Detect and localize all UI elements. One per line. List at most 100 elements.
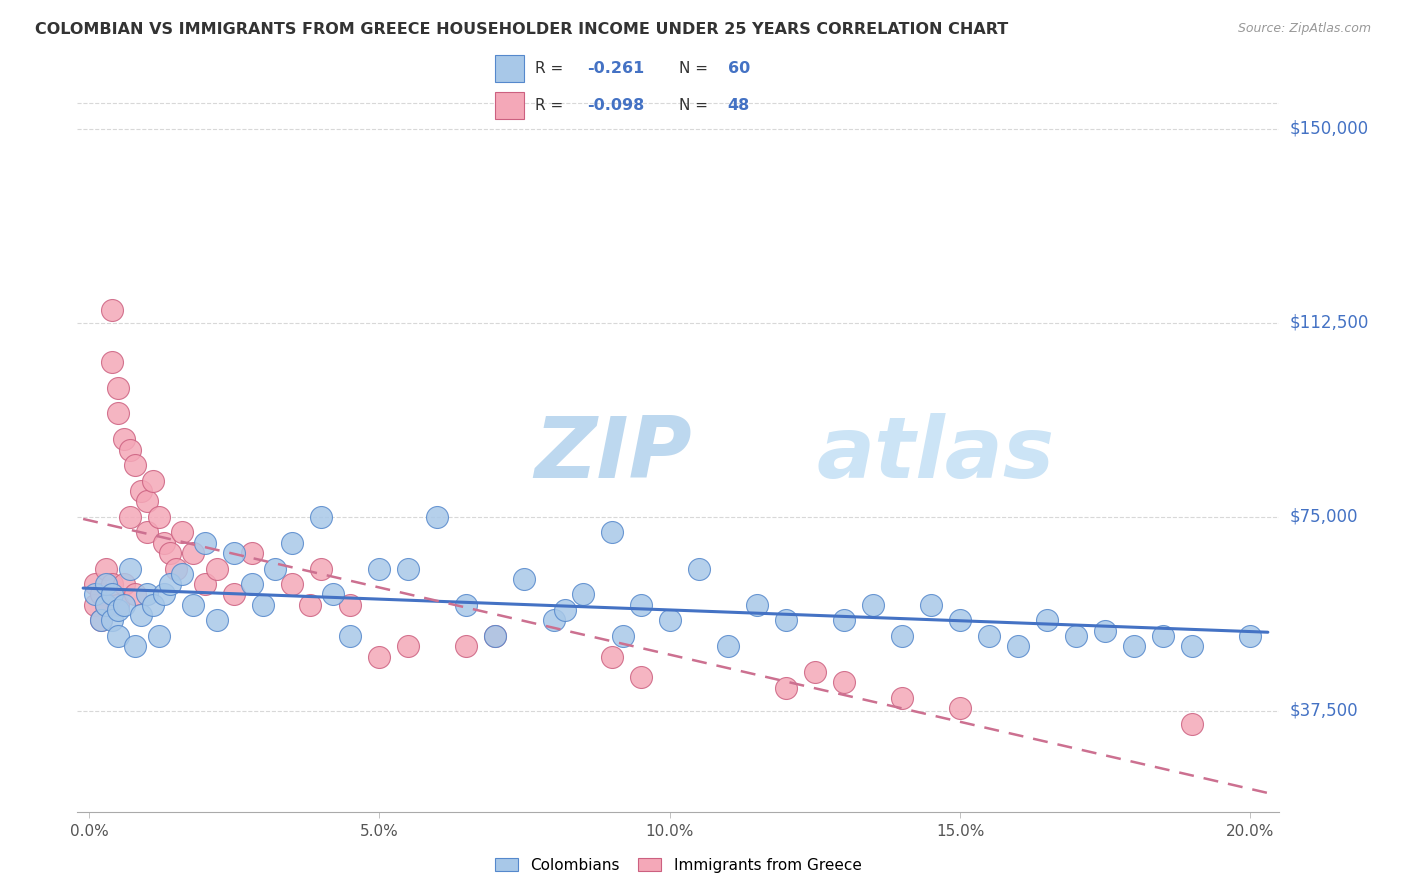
- Point: [339, 629, 361, 643]
- Point: [745, 598, 768, 612]
- Point: [170, 566, 193, 581]
- Point: [949, 613, 972, 627]
- Text: -0.098: -0.098: [586, 98, 644, 113]
- Point: [118, 442, 141, 457]
- Point: [107, 407, 129, 421]
- Point: [205, 561, 228, 575]
- Point: [832, 613, 855, 627]
- Point: [240, 577, 263, 591]
- Point: [90, 613, 112, 627]
- Text: N =: N =: [679, 61, 709, 76]
- Point: [124, 587, 146, 601]
- Point: [775, 681, 797, 695]
- Point: [83, 577, 105, 591]
- Point: [658, 613, 681, 627]
- Point: [1094, 624, 1116, 638]
- Point: [142, 474, 165, 488]
- Text: -0.261: -0.261: [586, 61, 644, 76]
- Point: [1123, 639, 1146, 653]
- Point: [322, 587, 344, 601]
- Point: [112, 433, 135, 447]
- Point: [107, 598, 129, 612]
- Point: [252, 598, 274, 612]
- Point: [142, 598, 165, 612]
- Bar: [495, 54, 524, 82]
- Bar: [495, 92, 524, 120]
- Point: [183, 598, 205, 612]
- Point: [107, 381, 129, 395]
- Point: [136, 494, 159, 508]
- Point: [513, 572, 536, 586]
- Point: [1152, 629, 1174, 643]
- Point: [101, 613, 124, 627]
- Point: [129, 483, 152, 498]
- Text: $75,000: $75,000: [1289, 508, 1358, 526]
- Point: [1181, 716, 1204, 731]
- Point: [600, 525, 623, 540]
- Point: [194, 577, 217, 591]
- Point: [543, 613, 565, 627]
- Text: $150,000: $150,000: [1289, 120, 1368, 138]
- Point: [426, 509, 449, 524]
- Point: [170, 525, 193, 540]
- Text: $112,500: $112,500: [1289, 314, 1368, 332]
- Point: [1181, 639, 1204, 653]
- Point: [368, 649, 391, 664]
- Point: [224, 546, 246, 560]
- Point: [862, 598, 884, 612]
- Point: [101, 355, 124, 369]
- Point: [136, 525, 159, 540]
- Point: [112, 577, 135, 591]
- Point: [153, 587, 176, 601]
- Point: [96, 598, 118, 612]
- Point: [396, 561, 419, 575]
- Text: 48: 48: [728, 98, 749, 113]
- Point: [456, 598, 478, 612]
- Point: [891, 629, 914, 643]
- Point: [891, 690, 914, 705]
- Point: [717, 639, 740, 653]
- Point: [484, 629, 506, 643]
- Point: [101, 303, 124, 318]
- Point: [1239, 629, 1261, 643]
- Point: [165, 561, 187, 575]
- Point: [281, 577, 304, 591]
- Point: [148, 629, 170, 643]
- Point: [600, 649, 623, 664]
- Point: [298, 598, 321, 612]
- Point: [571, 587, 593, 601]
- Text: atlas: atlas: [817, 413, 1054, 496]
- Point: [159, 546, 181, 560]
- Point: [101, 587, 124, 601]
- Point: [183, 546, 205, 560]
- Point: [688, 561, 710, 575]
- Point: [96, 577, 118, 591]
- Point: [977, 629, 1000, 643]
- Point: [554, 603, 576, 617]
- Point: [118, 509, 141, 524]
- Point: [832, 675, 855, 690]
- Text: Source: ZipAtlas.com: Source: ZipAtlas.com: [1237, 22, 1371, 36]
- Point: [159, 577, 181, 591]
- Point: [107, 629, 129, 643]
- Point: [90, 587, 112, 601]
- Point: [630, 670, 652, 684]
- Point: [96, 561, 118, 575]
- Point: [1007, 639, 1029, 653]
- Point: [83, 598, 105, 612]
- Point: [136, 587, 159, 601]
- Point: [83, 587, 105, 601]
- Point: [775, 613, 797, 627]
- Point: [1064, 629, 1087, 643]
- Text: R =: R =: [536, 98, 564, 113]
- Point: [205, 613, 228, 627]
- Point: [118, 561, 141, 575]
- Point: [129, 608, 152, 623]
- Text: $37,500: $37,500: [1289, 702, 1358, 720]
- Text: R =: R =: [536, 61, 564, 76]
- Point: [96, 598, 118, 612]
- Point: [368, 561, 391, 575]
- Point: [124, 639, 146, 653]
- Point: [124, 458, 146, 472]
- Point: [396, 639, 419, 653]
